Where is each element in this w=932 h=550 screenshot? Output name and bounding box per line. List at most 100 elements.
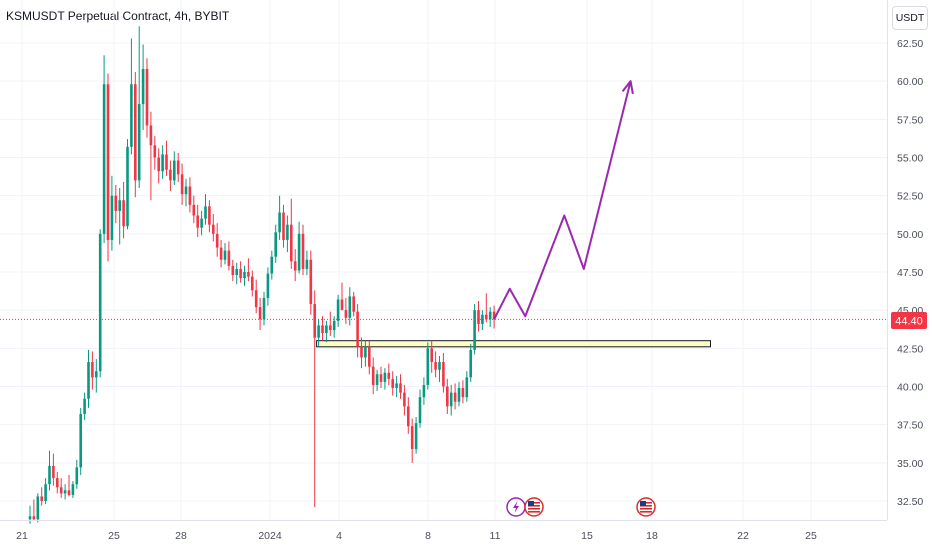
candle xyxy=(391,371,394,396)
candle-body xyxy=(426,348,430,385)
candle xyxy=(434,351,437,378)
candle xyxy=(492,305,496,329)
y-tick-label: 62.50 xyxy=(897,38,923,50)
candle xyxy=(52,453,55,486)
candle xyxy=(293,249,297,282)
candle-body xyxy=(403,392,406,407)
candle-body xyxy=(418,397,422,424)
price-axis[interactable]: 32.5035.0037.5040.0042.5045.0047.5050.00… xyxy=(897,38,923,508)
candle xyxy=(387,363,391,385)
candle xyxy=(301,224,305,276)
y-tick-label: 55.00 xyxy=(897,153,923,165)
candle-body xyxy=(262,297,266,320)
candle-body xyxy=(63,490,67,494)
us-flag-icon[interactable] xyxy=(524,497,544,517)
y-tick-label: 60.00 xyxy=(897,76,923,88)
candle-body xyxy=(449,392,453,407)
candle xyxy=(91,351,94,390)
candle xyxy=(56,471,59,494)
candles xyxy=(28,26,496,524)
candle-body xyxy=(71,484,75,495)
candle-body xyxy=(141,68,145,105)
candle xyxy=(36,493,40,523)
candle xyxy=(274,224,277,263)
candle xyxy=(305,250,309,276)
candle-body xyxy=(317,325,320,338)
candle xyxy=(290,198,293,269)
candle-body xyxy=(196,215,199,228)
flag-canton xyxy=(528,501,534,506)
candle xyxy=(488,307,492,327)
currency-unit-label[interactable]: USDT xyxy=(892,6,928,30)
candle-body xyxy=(212,224,215,234)
candle-body xyxy=(59,487,63,494)
candle-body xyxy=(329,325,332,331)
candle-body xyxy=(368,346,371,367)
candle xyxy=(247,258,250,282)
y-tick-label: 42.50 xyxy=(897,343,923,355)
event-markers[interactable] xyxy=(506,497,656,517)
candle xyxy=(157,148,160,184)
candle xyxy=(149,111,153,201)
candle xyxy=(227,241,231,271)
candle-body xyxy=(352,296,355,312)
candle-body xyxy=(364,346,367,358)
flag-stripe xyxy=(528,508,540,510)
candle xyxy=(297,221,301,274)
candle xyxy=(477,301,480,332)
candle xyxy=(87,349,90,408)
candle xyxy=(407,397,410,434)
candle xyxy=(219,239,223,268)
candle-body xyxy=(465,377,469,398)
candle xyxy=(395,375,398,398)
candle xyxy=(200,210,203,236)
candle xyxy=(243,265,246,286)
candle-body xyxy=(173,160,176,181)
x-tick-label: 21 xyxy=(16,530,28,542)
candle-body xyxy=(137,104,141,181)
candle xyxy=(137,26,141,189)
lightning-icon[interactable] xyxy=(506,497,526,517)
us-flag-icon[interactable] xyxy=(636,497,656,517)
candle xyxy=(364,340,367,367)
candle-body xyxy=(102,84,106,234)
candle-body xyxy=(157,157,160,172)
candle-body xyxy=(477,310,480,324)
candle-body xyxy=(32,516,36,520)
candle-body xyxy=(134,84,137,181)
candle xyxy=(469,343,472,382)
candle xyxy=(40,487,43,506)
candle xyxy=(317,319,320,347)
candle-body xyxy=(243,272,246,279)
flag-stripe xyxy=(640,511,652,513)
time-axis[interactable]: 21 25 28 2024 4 8 11 15 18 22 25 xyxy=(16,530,817,542)
candle xyxy=(48,450,51,491)
candle-body xyxy=(481,314,484,324)
candle-body xyxy=(336,299,340,321)
candle-body xyxy=(180,174,184,195)
candle xyxy=(141,44,145,131)
candle xyxy=(286,215,289,253)
candle xyxy=(231,259,235,282)
candle xyxy=(438,355,441,382)
candle-body xyxy=(492,311,496,320)
candle xyxy=(442,352,445,393)
candle xyxy=(204,194,207,225)
candle-body xyxy=(204,206,207,219)
candle-body xyxy=(395,383,398,389)
candle-body xyxy=(375,374,379,385)
candle xyxy=(67,475,71,497)
y-tick-label: 35.00 xyxy=(897,458,923,470)
candle xyxy=(32,499,36,521)
y-tick-label: 47.50 xyxy=(897,267,923,279)
candle xyxy=(473,304,476,355)
candle-body xyxy=(231,265,235,276)
y-tick-label: 37.50 xyxy=(897,420,923,432)
candle xyxy=(212,213,215,242)
candle-body xyxy=(79,413,82,468)
candle xyxy=(102,55,106,243)
x-tick-label: 4 xyxy=(336,530,342,542)
candle-body xyxy=(251,276,254,291)
candle-body xyxy=(91,362,94,378)
